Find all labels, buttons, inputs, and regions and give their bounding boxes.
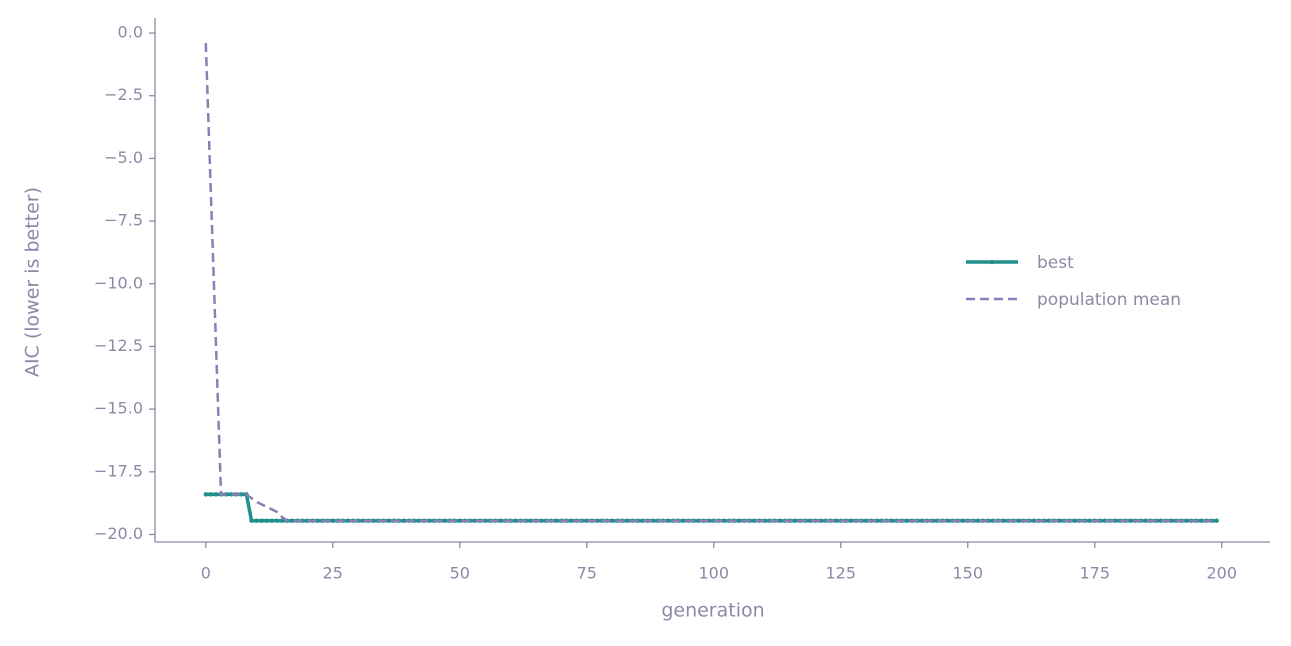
x-tick-label: 25	[323, 564, 343, 583]
point-marker	[264, 518, 269, 523]
point-marker	[904, 518, 909, 523]
point-marker	[213, 492, 219, 497]
point-marker	[315, 518, 320, 523]
point-marker	[386, 518, 391, 523]
point-marker	[269, 518, 275, 523]
point-marker	[203, 492, 208, 497]
y-tick-label: −20.0	[94, 524, 143, 543]
point-marker	[721, 518, 727, 523]
legend-label: population mean	[1037, 290, 1181, 310]
point-marker	[889, 518, 894, 523]
point-marker	[848, 518, 854, 523]
point-marker	[457, 518, 462, 523]
point-marker	[1031, 518, 1036, 523]
point-marker	[513, 518, 518, 523]
x-tick-label: 75	[577, 564, 597, 583]
x-tick-label: 200	[1206, 564, 1237, 583]
point-marker	[625, 518, 630, 523]
y-tick-label: 0.0	[118, 23, 143, 42]
point-marker	[401, 518, 407, 523]
point-marker	[792, 518, 798, 523]
point-marker	[833, 518, 838, 523]
point-marker	[1214, 518, 1219, 523]
x-axis-label: generation	[661, 600, 764, 622]
point-marker	[330, 518, 335, 523]
y-tick-label: −5.0	[104, 148, 143, 167]
x-tick-label: 150	[952, 564, 983, 583]
point-marker	[665, 518, 671, 523]
point-marker	[442, 518, 447, 523]
y-tick-label: −15.0	[94, 399, 143, 418]
x-tick-label: 50	[450, 564, 470, 583]
point-marker	[249, 518, 254, 523]
x-tick-label: 125	[825, 564, 856, 583]
point-marker	[254, 518, 259, 523]
point-marker	[1016, 518, 1021, 523]
point-marker	[569, 518, 574, 523]
x-tick-label: 100	[698, 564, 729, 583]
legend-marker	[989, 259, 995, 265]
point-marker	[1087, 518, 1092, 523]
point-marker	[1072, 518, 1077, 523]
y-tick-label: −17.5	[94, 461, 143, 480]
point-marker	[777, 518, 783, 523]
point-marker	[975, 518, 981, 523]
x-tick-label: 0	[201, 564, 211, 583]
y-tick-label: −10.0	[94, 273, 143, 292]
y-tick-label: −7.5	[104, 211, 143, 230]
point-marker	[289, 518, 295, 523]
point-marker	[1143, 518, 1148, 523]
point-marker	[1199, 518, 1204, 523]
point-marker	[681, 518, 686, 523]
point-marker	[274, 518, 280, 523]
point-marker	[736, 518, 742, 523]
y-tick-label: −2.5	[104, 85, 143, 104]
point-marker	[259, 518, 264, 523]
x-tick-label: 175	[1079, 564, 1110, 583]
y-tick-label: −12.5	[94, 336, 143, 355]
point-marker	[863, 518, 869, 523]
series-line	[204, 43, 1217, 522]
point-marker	[498, 518, 503, 523]
y-axis-label: AIC (lower is better)	[22, 187, 44, 377]
point-marker	[279, 518, 285, 523]
point-marker	[345, 518, 351, 523]
point-marker	[1183, 518, 1189, 523]
series-line	[205, 492, 1217, 523]
legend-label: best	[1037, 253, 1074, 273]
point-marker	[208, 492, 214, 497]
point-marker	[609, 518, 615, 523]
point-marker	[919, 518, 925, 523]
point-marker	[960, 518, 965, 523]
point-marker	[554, 518, 559, 523]
point-marker	[1128, 518, 1133, 523]
